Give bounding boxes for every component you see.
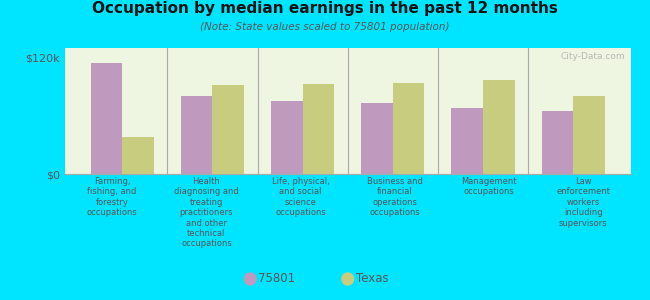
Bar — [483, 80, 515, 174]
Text: Life, physical,
and social
science
occupations: Life, physical, and social science occup… — [272, 177, 330, 217]
Text: City-Data.com: City-Data.com — [560, 52, 625, 61]
Bar — [213, 85, 244, 174]
Bar — [361, 103, 393, 174]
Text: Business and
financial
operations
occupations: Business and financial operations occupa… — [367, 177, 422, 217]
Text: Texas: Texas — [356, 272, 388, 286]
Bar — [452, 108, 483, 174]
Text: Management
occupations: Management occupations — [462, 177, 517, 197]
Bar — [181, 97, 213, 174]
Text: 75801: 75801 — [258, 272, 295, 286]
Bar — [303, 84, 334, 174]
Bar — [91, 62, 122, 174]
Text: Law
enforcement
workers
including
supervisors: Law enforcement workers including superv… — [556, 177, 610, 228]
Text: Occupation by median earnings in the past 12 months: Occupation by median earnings in the pas… — [92, 2, 558, 16]
Bar — [541, 111, 573, 174]
Bar — [271, 101, 303, 174]
Text: (Note: State values scaled to 75801 population): (Note: State values scaled to 75801 popu… — [200, 22, 450, 32]
Bar — [393, 83, 424, 174]
Text: Health
diagnosing and
treating
practitioners
and other
technical
occupations: Health diagnosing and treating practitio… — [174, 177, 239, 248]
Bar — [573, 97, 604, 174]
Text: Farming,
fishing, and
forestry
occupations: Farming, fishing, and forestry occupatio… — [86, 177, 138, 217]
Bar — [122, 137, 154, 174]
